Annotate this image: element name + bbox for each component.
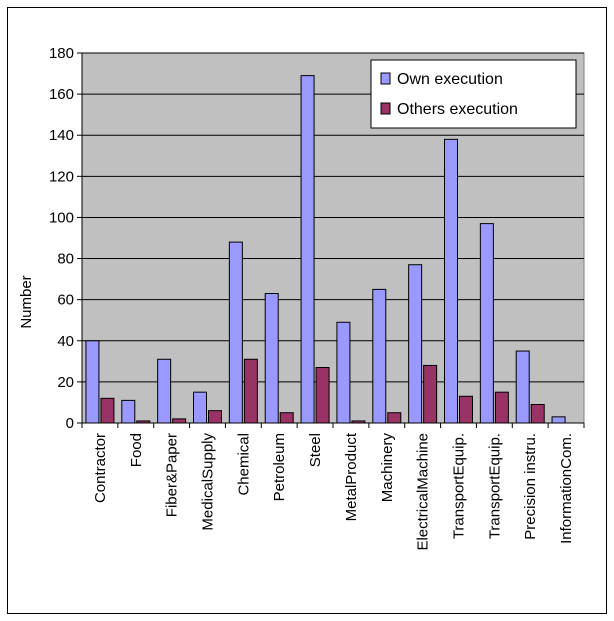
bar-others-execution — [315, 367, 330, 424]
x-tick-label: MetalProduct — [343, 432, 360, 521]
x-tick-label: MedicalSupply — [200, 433, 217, 531]
bar-own-execution — [85, 340, 100, 424]
bar-own-execution — [551, 416, 566, 424]
x-tick-label: Precision instru. — [522, 433, 539, 540]
bar-others-execution — [459, 395, 473, 424]
bar-others-execution — [279, 412, 294, 424]
x-tick-label: Machinery — [379, 433, 396, 503]
bar-own-execution — [336, 321, 351, 424]
y-tick-label: 100 — [49, 209, 74, 226]
x-tick-label: TransportEquip. — [451, 433, 468, 539]
bar-chart: 0 20 40 60 80 100 120 140 160 180 Contractor Food Fi… — [18, 45, 585, 551]
bar-own-execution — [408, 264, 423, 424]
bar-others-execution — [530, 404, 545, 424]
bar-own-execution — [300, 75, 315, 424]
chart-frame: 0 20 40 60 80 100 120 140 160 180 Contractor Food Fi… — [7, 7, 607, 614]
legend-swatch-own-execution — [380, 72, 391, 85]
y-tick-label: 20 — [57, 374, 74, 391]
bar-own-execution — [372, 288, 387, 424]
y-tick-label: 40 — [57, 333, 74, 350]
y-tick-label: 0 — [66, 415, 74, 432]
bar-own-execution — [228, 241, 243, 424]
x-tick-label: Food — [128, 433, 145, 467]
y-tick-label: 180 — [49, 45, 74, 62]
y-tick-label: 140 — [49, 127, 74, 144]
legend-label-others-execution: Others execution — [397, 101, 518, 118]
bar-own-execution — [515, 350, 530, 424]
y-tick-label: 60 — [57, 292, 74, 309]
bar-own-execution — [193, 391, 207, 424]
legend: Own execution Others execution — [370, 59, 577, 129]
x-tick-label: Fiber&Paper — [164, 433, 181, 517]
bar-others-execution — [172, 418, 187, 424]
x-tick-label: ElectricalMachine — [415, 433, 432, 551]
legend-swatch-others-execution — [380, 102, 391, 115]
bar-others-execution — [423, 364, 438, 424]
bar-others-execution — [494, 391, 509, 424]
x-tick-label: Chemical — [235, 433, 252, 496]
bar-own-execution — [157, 358, 172, 424]
y-tick-label: 120 — [49, 168, 74, 185]
y-axis-label: Number — [18, 275, 35, 328]
bar-others-execution — [100, 397, 115, 424]
bar-others-execution — [243, 358, 258, 424]
y-tick-label: 160 — [49, 86, 74, 103]
bar-own-execution — [264, 293, 279, 424]
y-tick-label: 80 — [57, 251, 74, 268]
bar-own-execution — [121, 399, 136, 424]
x-tick-label: Steel — [307, 433, 324, 467]
bar-own-execution — [444, 138, 458, 424]
x-tick-label: InformationCom. — [558, 433, 575, 544]
x-tick-label: Contractor — [92, 433, 109, 503]
axes: 0 20 40 60 80 100 120 140 160 180 Contractor Food Fi… — [49, 45, 585, 551]
bar-own-execution — [479, 223, 494, 424]
bar-others-execution — [387, 412, 402, 424]
x-tick-label: Petroleum — [271, 433, 288, 501]
legend-box — [370, 59, 577, 129]
bar-others-execution — [208, 410, 222, 424]
x-tick-label: TransportEquip. — [486, 433, 503, 539]
legend-label-own-execution: Own execution — [397, 71, 503, 88]
